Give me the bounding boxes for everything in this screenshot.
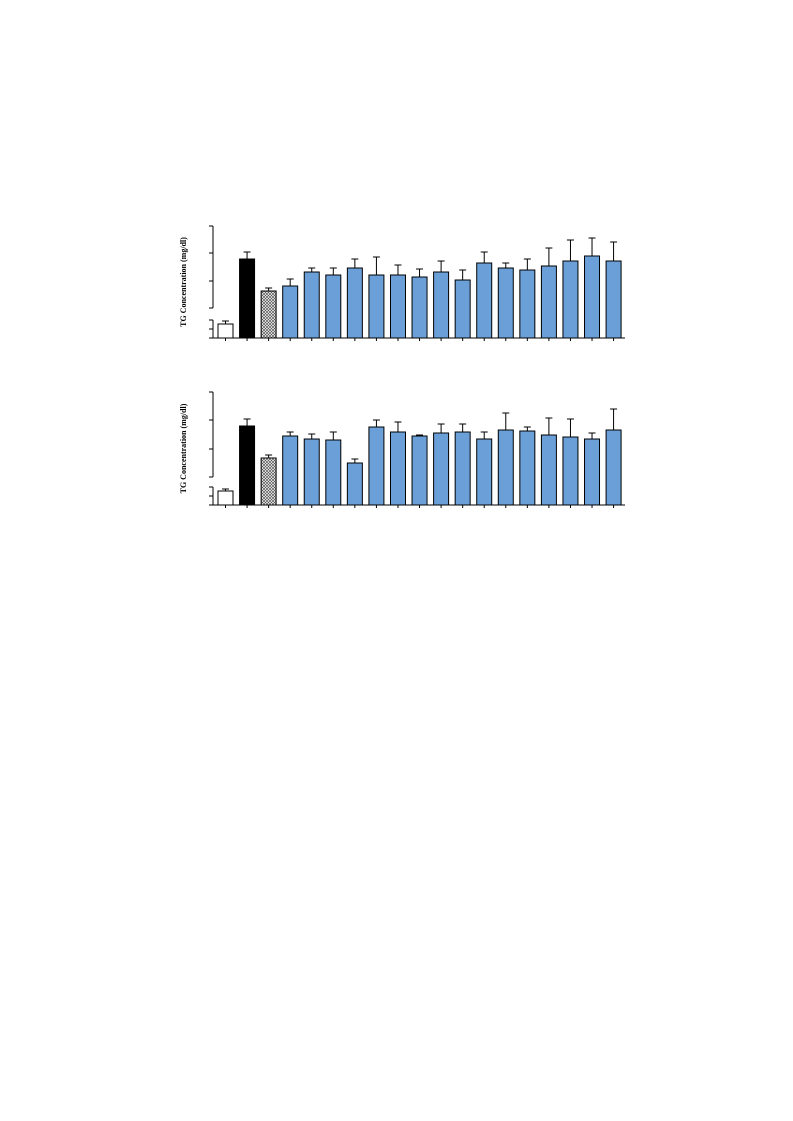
bar: [584, 255, 601, 339]
bar: [454, 431, 471, 506]
bar: [584, 438, 601, 506]
bar: [605, 429, 622, 506]
bar: [346, 267, 363, 339]
bar: [605, 260, 622, 339]
bar: [476, 438, 493, 506]
bar: [282, 285, 299, 339]
bar: [476, 262, 493, 339]
bar: [519, 269, 536, 339]
bar: [411, 435, 428, 506]
bar: [239, 258, 256, 339]
bar: [433, 432, 450, 506]
y-axis-label: TG Concentration (mg/dl): [179, 403, 188, 493]
bar: [497, 429, 514, 506]
bar: [260, 290, 277, 339]
bar: [540, 434, 557, 506]
bar: [217, 490, 234, 506]
bar: [325, 439, 342, 506]
bar: [433, 271, 450, 339]
bar: [389, 274, 406, 339]
bar: [368, 426, 385, 506]
bar: [389, 431, 406, 506]
bar: [368, 274, 385, 339]
bar: [519, 430, 536, 506]
bar: [217, 323, 234, 339]
bar: [239, 425, 256, 506]
bar: [346, 462, 363, 506]
bar: [325, 274, 342, 339]
bar: [260, 457, 277, 506]
y-axis-label: TG Concentration (mg/dl): [179, 237, 188, 327]
bar: [303, 438, 320, 506]
bar: [562, 260, 579, 339]
bar: [282, 435, 299, 506]
bar: [303, 271, 320, 339]
bar: [454, 279, 471, 339]
bar: [540, 265, 557, 339]
bar: [562, 436, 579, 506]
bar: [411, 276, 428, 339]
bar: [497, 267, 514, 339]
